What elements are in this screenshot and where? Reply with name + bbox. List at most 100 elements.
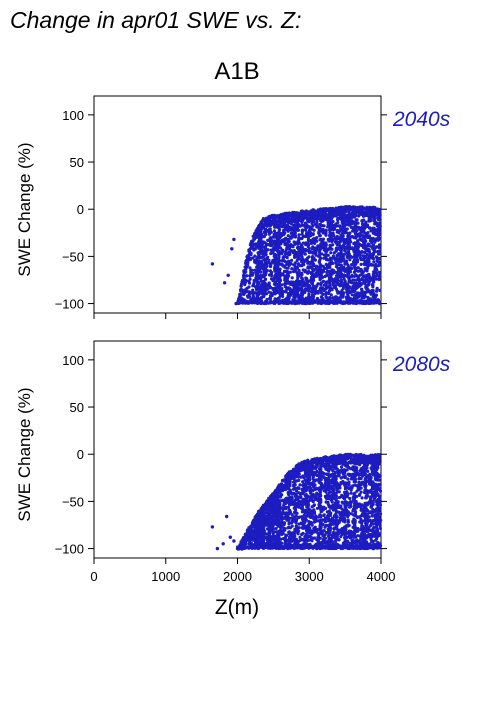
data-point [353,223,357,227]
data-point [374,301,378,305]
data-point [311,232,315,236]
data-point [257,235,261,239]
data-point [259,276,263,280]
data-point [347,255,351,259]
data-point [366,263,370,267]
data-point [371,243,376,247]
data-point [341,275,345,279]
data-point [269,252,273,256]
data-point [262,285,266,289]
data-point [268,243,272,247]
data-point [360,287,364,291]
data-point [329,231,333,235]
data-point [305,231,309,236]
data-point [378,212,382,216]
data-point [324,266,329,270]
data-point [255,280,259,284]
data-point [346,295,351,299]
data-point [361,228,365,233]
data-point [336,228,340,233]
data-point [277,286,281,290]
data-point [328,213,332,217]
data-point [324,229,328,233]
y-tick-label: 100 [62,108,84,123]
data-point [248,266,252,270]
data-point [319,281,323,285]
data-point [277,301,282,305]
data-point [290,258,294,262]
data-point [346,272,350,276]
data-point [257,267,261,271]
data-point [318,234,322,238]
data-point [352,300,356,304]
data-point [354,226,358,230]
data-point [372,276,376,280]
data-point [294,292,298,296]
data-point [346,292,350,296]
y-tick-label: −100 [55,297,84,312]
data-point [295,284,299,288]
data-point [257,240,261,244]
data-point [346,243,350,247]
data-point [367,274,371,278]
data-point [373,220,377,224]
data-point [324,244,328,248]
data-point [372,206,376,210]
data-point [338,213,342,217]
data-point [256,255,260,259]
data-point [336,266,340,270]
data-point [289,235,293,239]
data-point [338,270,343,275]
data-point [246,256,250,260]
data-point [354,255,358,259]
data-point [310,247,314,251]
data-point [297,236,301,240]
data-point [307,266,311,270]
data-point [306,298,310,302]
data-point [334,286,338,290]
data-point [276,267,280,271]
data-point [307,246,311,250]
data-point [329,277,333,281]
data-point [331,209,335,213]
data-point [276,296,280,300]
data-point [272,282,276,286]
data-point [281,238,285,242]
data-point [239,300,243,304]
data-point [239,282,243,286]
data-point [371,237,376,241]
data-point [329,251,333,255]
data-point [295,278,300,282]
data-point [311,280,315,284]
data-point [333,240,338,244]
data-point [312,275,316,279]
data-point [359,486,363,490]
data-point [260,299,264,304]
data-point [331,296,335,300]
data-point [360,257,364,261]
data-point [328,298,332,302]
data-point [307,243,311,247]
data-point [324,287,328,291]
data-point [356,269,360,273]
data-point [349,491,353,495]
data-point [247,295,251,299]
data-point [307,228,312,232]
data-point [283,265,287,269]
data-point [244,280,248,284]
data-point [360,273,364,277]
data-point [355,218,359,222]
data-point [309,215,313,219]
data-point [347,220,351,224]
data-point [359,508,363,512]
data-point [266,248,270,252]
data-point [250,297,254,302]
data-point [297,300,301,304]
data-point [307,287,311,291]
data-point [304,228,308,232]
data-point [283,285,287,289]
data-point [341,225,345,229]
data-point [285,217,289,221]
data-point [269,236,273,240]
data-point [262,273,266,277]
